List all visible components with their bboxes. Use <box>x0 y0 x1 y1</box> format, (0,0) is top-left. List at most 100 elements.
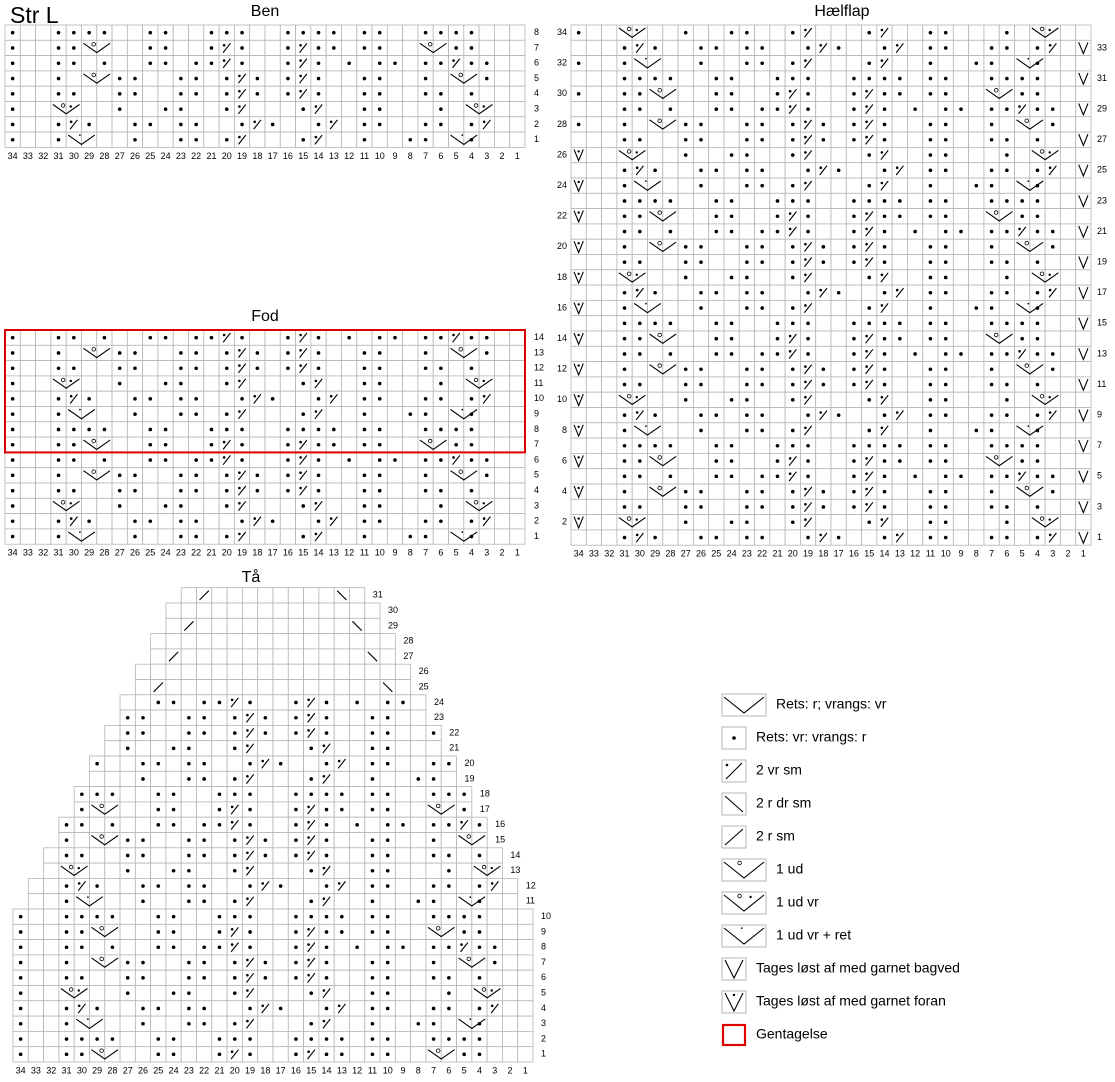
stitch-cell <box>119 1031 136 1048</box>
stitch-cell <box>196 908 213 925</box>
decrease <box>1018 226 1027 237</box>
stitch-cell <box>647 422 664 439</box>
purl-dot <box>217 823 222 827</box>
stitch-cell <box>738 315 755 332</box>
stitch-cell <box>272 648 289 665</box>
row-number: 13 <box>1097 348 1107 358</box>
legend-label: Tages løst af med garnet foran <box>756 993 946 1009</box>
purl-dot <box>482 502 485 505</box>
stitch-cell <box>165 725 182 742</box>
stitch-cell <box>287 1000 304 1017</box>
stitch-cell <box>27 969 44 986</box>
purl-dot <box>385 1037 390 1041</box>
purl-dot <box>989 535 994 540</box>
purl-dot <box>423 397 428 401</box>
purl-dot <box>760 46 764 50</box>
purl-dot <box>125 976 130 980</box>
stitch-cell <box>601 345 618 362</box>
stitch-cell <box>303 755 320 772</box>
stitch-cell <box>165 755 182 772</box>
purl-dot <box>622 245 627 249</box>
stitch-cell <box>104 1015 121 1032</box>
stitch-cell <box>1060 345 1077 362</box>
purl-dot <box>804 120 807 124</box>
row-number: 5 <box>541 988 546 998</box>
stitch-cell <box>486 908 503 925</box>
stitch-cell <box>349 587 366 604</box>
stitch-cell <box>341 85 358 102</box>
purl-dot <box>232 960 237 965</box>
purl-dot <box>447 761 451 766</box>
stitch-cell <box>242 633 259 650</box>
stitch-cell <box>585 376 602 393</box>
stitch-cell <box>907 529 924 546</box>
purl-dot <box>928 46 933 50</box>
decrease <box>299 332 308 343</box>
stitch-cell <box>196 1031 213 1048</box>
stitch-cell <box>81 528 98 545</box>
purl-dot <box>1048 288 1052 292</box>
stitch-cell <box>662 177 679 194</box>
stitch-cell <box>43 908 60 925</box>
stitch-cell <box>570 529 587 546</box>
purl-dot <box>370 1006 375 1011</box>
stitch-cell <box>386 101 404 118</box>
stitch-cell <box>440 1046 457 1063</box>
stitch-cell <box>891 116 908 133</box>
stitch-cell <box>364 663 381 680</box>
purl-dot <box>699 260 703 264</box>
stitch-cell <box>754 437 771 454</box>
stitch-cell <box>769 376 786 393</box>
stitch-cell <box>952 330 970 347</box>
column-number: 13 <box>337 1065 347 1075</box>
purl-dot <box>202 715 206 720</box>
row-number: 16 <box>495 819 505 829</box>
legend-label: 1 ud vr + ret <box>776 927 851 943</box>
column-number: 2 <box>500 151 505 161</box>
stitch-cell <box>662 391 679 408</box>
stitch-cell <box>968 269 985 286</box>
stitch-cell <box>180 648 197 665</box>
purl-dot <box>110 823 115 827</box>
stitch-cell <box>410 801 427 818</box>
purl-dot <box>683 30 688 35</box>
stitch-cell <box>494 467 511 484</box>
stitch-cell <box>845 162 862 179</box>
purl-dot <box>1018 227 1021 231</box>
purl-dot <box>232 976 237 980</box>
purl-dot <box>788 350 792 353</box>
decrease <box>222 58 231 69</box>
stitch-cell <box>196 786 213 803</box>
purl-dot <box>882 214 887 219</box>
stitch-cell <box>1060 299 1077 317</box>
stitch-cell <box>89 816 106 833</box>
purl-dot <box>238 532 241 536</box>
purl-dot <box>309 991 314 995</box>
purl-dot <box>194 473 198 478</box>
stitch-cell <box>242 587 259 604</box>
stitch-cell <box>1060 468 1077 485</box>
stitch-cell <box>364 816 381 833</box>
purl-dot <box>1020 443 1024 448</box>
purl-dot <box>1020 92 1024 96</box>
stitch-cell <box>134 862 152 879</box>
legend-item: 2 r sm <box>721 825 795 849</box>
purl-dot <box>299 59 302 62</box>
purl-dot <box>653 290 657 295</box>
yarn-over <box>1016 119 1044 130</box>
stitch-cell <box>432 344 449 361</box>
purl-dot <box>370 1052 375 1057</box>
purl-dot <box>270 122 275 127</box>
purl-dot <box>898 199 902 203</box>
stitch-cell <box>907 24 924 41</box>
stitch-cell <box>494 436 511 453</box>
column-number: 6 <box>438 548 443 558</box>
purl-dot <box>423 61 428 66</box>
stitch-cell <box>440 1015 457 1032</box>
stitch-cell <box>631 483 648 500</box>
stitch-cell <box>952 146 970 164</box>
stitch-cell <box>907 330 924 347</box>
stitch-cell <box>188 39 205 56</box>
stitch-cell <box>1060 498 1077 515</box>
stitch-cell <box>96 390 113 407</box>
